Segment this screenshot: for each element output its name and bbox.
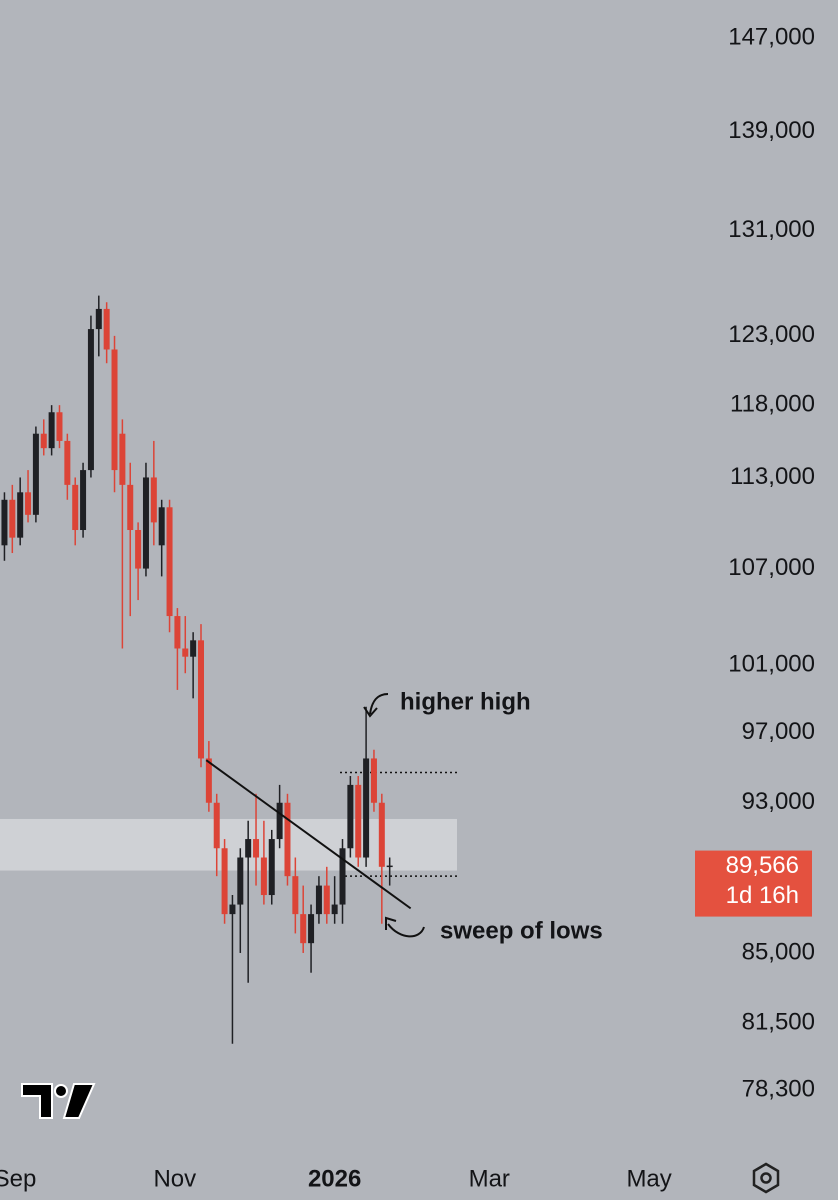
- annotation-arrow: [363, 693, 389, 718]
- candle-body: [32, 433, 39, 515]
- candle-body: [370, 758, 377, 803]
- candle-body: [253, 839, 260, 858]
- candle-body: [213, 802, 220, 849]
- candle-body: [48, 412, 55, 449]
- candle-body: [150, 477, 157, 523]
- x-tick-label: Sep: [0, 1165, 36, 1192]
- settings-icon[interactable]: [752, 1162, 780, 1194]
- candle-body: [197, 640, 204, 759]
- candle-body: [166, 507, 173, 617]
- candle-body: [95, 308, 102, 330]
- y-tick-label: 131,000: [728, 216, 815, 243]
- y-tick-label: 139,000: [728, 117, 815, 144]
- candle-body: [308, 914, 315, 944]
- candle-body: [182, 648, 189, 657]
- candle-body: [1, 499, 8, 546]
- candle-body: [245, 839, 252, 858]
- last-price-tag: [695, 850, 812, 917]
- price-zone: [0, 818, 457, 871]
- candle-body: [276, 802, 283, 840]
- candle-body: [355, 784, 362, 858]
- plot-area: [0, 295, 458, 1044]
- candle-body: [190, 640, 197, 657]
- candle-body: [205, 758, 212, 803]
- annotation: higher high: [400, 688, 531, 715]
- candle-body: [142, 477, 149, 569]
- candle-body: [9, 499, 16, 538]
- y-tick-label: 123,000: [728, 321, 815, 348]
- trendline: [205, 759, 412, 910]
- candle-body: [127, 484, 134, 531]
- y-tick-label: 107,000: [728, 554, 815, 581]
- candle-body: [174, 616, 181, 649]
- candle-body: [386, 865, 393, 868]
- y-tick-label: 78,300: [742, 1075, 815, 1102]
- candle-body: [17, 492, 24, 538]
- candle-body: [237, 857, 244, 905]
- candle-body: [80, 470, 87, 531]
- candle-body: [64, 440, 71, 485]
- last-price-label: 89,566: [726, 852, 799, 879]
- candle-body: [135, 530, 142, 569]
- candle-body: [87, 329, 94, 471]
- y-tick-label: 147,000: [728, 24, 815, 51]
- candle-body: [72, 484, 79, 531]
- y-tick-label: 85,000: [742, 938, 815, 965]
- candle-body: [363, 758, 370, 858]
- candle-body: [56, 412, 63, 441]
- candle-body: [323, 885, 330, 915]
- candle-body: [25, 492, 32, 515]
- x-tick-label: 2026: [308, 1165, 361, 1192]
- x-tick-label: Nov: [153, 1165, 196, 1192]
- y-tick-label: 113,000: [730, 463, 815, 490]
- candle-body: [378, 802, 385, 867]
- y-tick-label: 93,000: [742, 788, 815, 815]
- y-tick-label: 101,000: [728, 650, 815, 677]
- candle-body: [292, 876, 299, 915]
- y-tick-label: 81,500: [742, 1009, 815, 1036]
- candle-body: [119, 433, 126, 485]
- annotation-arrow: [385, 916, 425, 938]
- candle-body: [111, 349, 118, 471]
- annotation: sweep of lows: [440, 917, 603, 944]
- candle-body: [229, 904, 236, 915]
- x-tick-label: Mar: [469, 1165, 510, 1192]
- candle-body: [284, 802, 291, 877]
- candle-body: [158, 507, 165, 546]
- candle-body: [331, 904, 338, 915]
- countdown: 1d 16h: [726, 882, 799, 909]
- candle-body: [103, 308, 110, 350]
- candle-body: [339, 848, 346, 905]
- y-tick-label: 118,000: [730, 391, 815, 418]
- y-tick-label: 97,000: [742, 718, 815, 745]
- candle-body: [300, 914, 307, 944]
- candle-body: [315, 885, 322, 915]
- candle-body: [40, 433, 47, 449]
- candle-body: [260, 857, 267, 896]
- candle-body: [268, 839, 275, 896]
- tradingview-logo: [21, 1083, 96, 1119]
- x-tick-label: May: [626, 1165, 671, 1192]
- candle-body: [221, 848, 228, 915]
- candle-body: [347, 784, 354, 849]
